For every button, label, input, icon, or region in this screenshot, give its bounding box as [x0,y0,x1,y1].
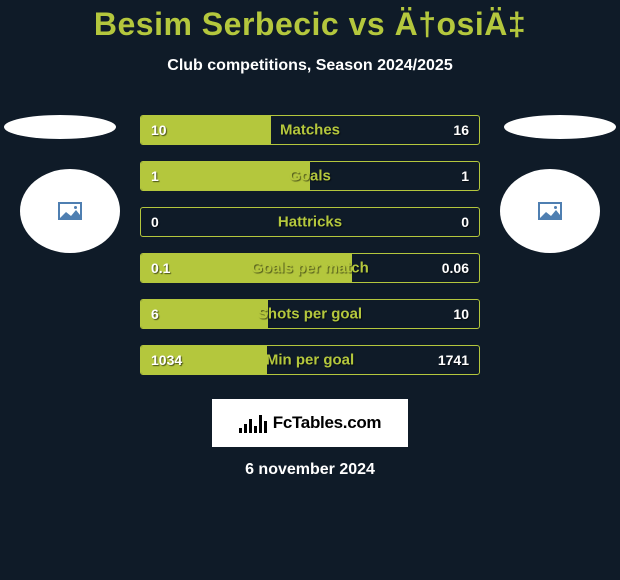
stat-value-left: 1034 [151,352,182,368]
stat-value-right: 10 [453,306,469,322]
player-left-banner [4,115,116,139]
stat-fill-left [141,300,268,328]
player-left-avatar [20,169,120,253]
stat-row: 10 16 Matches [140,115,480,145]
stat-row: 0 0 Hattricks [140,207,480,237]
stat-value-left: 10 [151,122,167,138]
player-right-banner [504,115,616,139]
stat-value-left: 6 [151,306,159,322]
stat-value-right: 0.06 [442,260,469,276]
stat-value-left: 0.1 [151,260,170,276]
stat-label: Matches [280,122,340,139]
stat-label: Goals per match [251,260,369,277]
stat-fill-left [141,162,310,190]
stat-row: 1034 1741 Min per goal [140,345,480,375]
brand-text: FcTables.com [273,413,382,433]
stat-value-left: 1 [151,168,159,184]
stat-value-right: 0 [461,214,469,230]
date-label: 6 november 2024 [245,461,375,479]
player-right-avatar [500,169,600,253]
stat-value-right: 1 [461,168,469,184]
page-title: Besim Serbecic vs Ä†osiÄ‡ [0,0,620,43]
subtitle: Club competitions, Season 2024/2025 [0,57,620,75]
brand-bars-icon [239,413,267,433]
brand-badge: FcTables.com [212,399,408,447]
stat-row: 0.1 0.06 Goals per match [140,253,480,283]
stat-rows: 10 16 Matches 1 1 Goals 0 0 Hattricks 0.1 0.06 Goal… [140,115,480,391]
placeholder-image-icon [58,202,82,220]
stat-row: 6 10 Shots per goal [140,299,480,329]
stat-value-left: 0 [151,214,159,230]
stat-label: Min per goal [266,352,354,369]
stat-label: Hattricks [278,214,342,231]
stat-fill-right [310,162,479,190]
stat-value-right: 1741 [438,352,469,368]
stat-row: 1 1 Goals [140,161,480,191]
stat-label: Goals [289,168,331,185]
stat-label: Shots per goal [258,306,362,323]
placeholder-image-icon [538,202,562,220]
stat-value-right: 16 [453,122,469,138]
